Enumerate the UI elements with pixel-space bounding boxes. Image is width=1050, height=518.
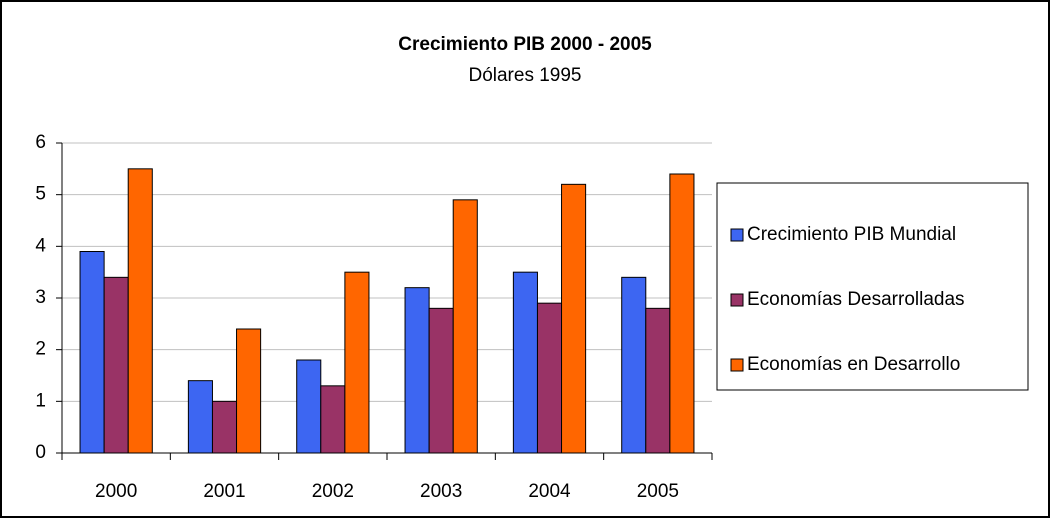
y-tick-label: 5 <box>35 184 46 205</box>
bar <box>127 168 153 454</box>
bar <box>320 385 346 454</box>
bar <box>452 199 478 454</box>
bar <box>669 173 695 454</box>
bar <box>211 400 238 454</box>
legend-swatch <box>730 228 744 242</box>
bar <box>187 380 213 454</box>
bar <box>428 307 454 454</box>
x-tick-label: 2001 <box>203 481 245 502</box>
x-tick-label: 2005 <box>637 481 679 502</box>
y-tick-label: 4 <box>35 235 46 256</box>
bar <box>512 271 538 454</box>
bar <box>344 271 370 454</box>
bar <box>536 302 563 454</box>
bar <box>103 276 129 454</box>
legend-box <box>716 182 1029 391</box>
y-tick-label: 6 <box>35 132 46 153</box>
bar <box>621 276 647 454</box>
legend-swatch <box>730 293 744 307</box>
bar <box>236 328 262 454</box>
y-tick-label: 2 <box>35 339 46 360</box>
bar <box>296 359 322 454</box>
x-tick-label: 2000 <box>95 481 137 502</box>
y-tick-label: 1 <box>35 390 46 411</box>
legend-swatch <box>730 358 744 372</box>
chart-subtitle: Dólares 1995 <box>468 65 581 86</box>
bar <box>404 287 430 454</box>
y-tick-label: 0 <box>35 442 46 463</box>
legend-label: Economías en Desarrollo <box>747 354 960 375</box>
chart-title: Crecimiento PIB 2000 - 2005 <box>398 34 652 55</box>
bar <box>79 251 105 454</box>
y-tick-label: 3 <box>35 287 46 308</box>
legend-label: Crecimiento PIB Mundial <box>747 224 956 245</box>
bar <box>645 307 671 454</box>
bar <box>561 183 587 454</box>
x-tick-label: 2004 <box>528 481 571 502</box>
x-tick-label: 2003 <box>420 481 462 502</box>
x-tick-label: 2002 <box>312 481 354 502</box>
legend-label: Economías Desarrolladas <box>747 289 965 310</box>
